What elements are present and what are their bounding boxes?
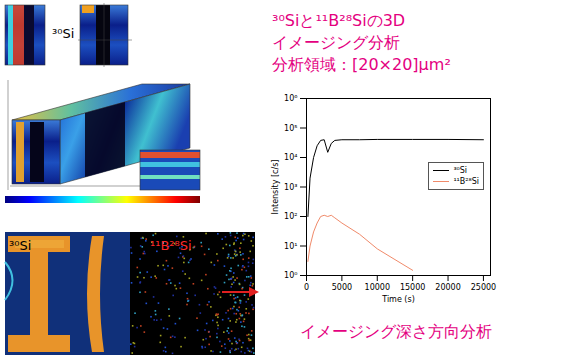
svg-text:³⁰Si: ³⁰Si: [9, 238, 31, 253]
svg-text:10¹: 10¹: [284, 242, 297, 251]
html-text:³⁰Siと¹¹B²⁸Siの3D: ³⁰Siと¹¹B²⁸Siの3D: [272, 11, 406, 30]
svg-text:10⁵: 10⁵: [284, 124, 297, 133]
svg-text:0: 0: [304, 283, 309, 292]
svg-text:10³: 10³: [284, 183, 297, 192]
html-text:¹¹B²⁸Si: ¹¹B²⁸Si: [453, 177, 479, 186]
svg-text:¹¹B²⁸Si: ¹¹B²⁸Si: [150, 238, 192, 253]
html-text:イメージング分析: イメージング分析: [272, 33, 400, 52]
svg-text:25000: 25000: [471, 283, 496, 292]
svg-text:Time (s): Time (s): [381, 295, 415, 304]
svg-text:10⁰: 10⁰: [284, 271, 297, 280]
svg-text:5000: 5000: [332, 283, 352, 292]
html-text:³⁰Si: ³⁰Si: [453, 166, 468, 175]
html-text:分析領域：[20×20]μm²: 分析領域：[20×20]μm²: [272, 55, 451, 74]
svg-text:10000: 10000: [365, 283, 390, 292]
svg-text:20000: 20000: [435, 283, 460, 292]
svg-text:³⁰Si: ³⁰Si: [52, 26, 74, 41]
html-text:イメージング深さ方向分析: イメージング深さ方向分析: [300, 322, 492, 341]
svg-text:Intensity [c/s]: Intensity [c/s]: [271, 160, 280, 215]
svg-text:10⁶: 10⁶: [284, 94, 297, 103]
svg-text:10²: 10²: [284, 212, 297, 221]
svg-text:10⁴: 10⁴: [284, 153, 297, 162]
svg-text:15000: 15000: [400, 283, 425, 292]
